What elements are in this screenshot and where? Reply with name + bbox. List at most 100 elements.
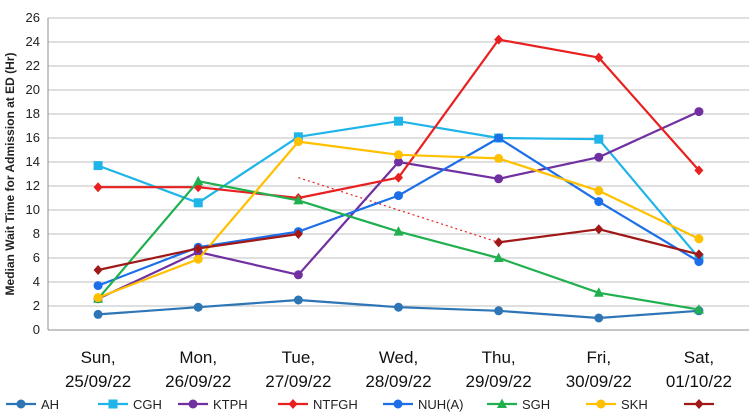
data-point [394,157,403,167]
legend-marker [16,399,26,409]
y-tick-label: 26 [26,10,40,25]
y-tick-label: 14 [26,154,40,169]
legend-marker [393,399,403,409]
legend: AH CGH KTPH NTFGH NUH(A) SGH SKH [6,397,714,412]
annotations [298,177,499,243]
data-point [293,132,303,142]
x-axis-ticks: Sun, 25/09/22 Mon, 26/09/22 Tue, 27/09/22 Wed,… [65,348,732,391]
y-tick-label: 16 [26,130,40,145]
data-point [394,302,403,312]
legend-label: AH [41,397,59,412]
x-tick-label: Tue, [282,348,315,367]
series-line [97,120,700,259]
data-point [694,249,704,260]
data-point [93,309,103,319]
y-tick-label: 8 [33,226,40,241]
data-point [293,194,304,205]
data-point [494,306,504,316]
y-axis-label: Median Wait Time for Admission at ED (Hr… [3,53,17,296]
series-line [97,110,700,300]
legend-label: CGH [133,397,162,412]
y-tick-label: 12 [26,178,40,193]
y-tick-label: 4 [33,274,40,289]
data-point [494,237,504,248]
legend-item: KTPH [178,397,248,412]
series-ktph [93,107,704,304]
series-cgh [93,116,704,263]
data-point [693,304,704,314]
series-skh [93,137,704,303]
data-point [394,172,403,183]
legend-item: CGH [98,397,162,412]
data-point [493,252,504,262]
y-tick-label: 22 [26,58,40,73]
y-tick-label: 6 [33,250,40,265]
legend-marker [288,399,298,409]
legend-label: NUH(A) [418,397,464,412]
data-point [594,197,604,207]
data-point [694,107,704,117]
series-line [97,180,700,311]
data-point [494,34,504,45]
x-tick-label: Sun, [81,348,116,367]
data-point [93,265,103,275]
data-point [494,153,504,163]
legend-item [684,399,714,409]
y-tick-label: 2 [33,298,40,313]
x-tick-label: Fri, [587,348,612,367]
legend-label: SKH [621,397,648,412]
data-point [193,254,203,264]
data-point [393,226,404,236]
data-point [93,161,103,171]
legend-item: AH [6,397,59,412]
data-point [594,134,604,144]
data-point [93,293,103,303]
data-point [293,229,303,239]
y-tick-label: 0 [33,322,40,337]
legend-label: NTFGH [313,397,358,412]
x-tick-label: 27/09/22 [265,372,331,391]
data-point [594,152,604,162]
legend-marker [188,399,198,409]
legend-marker [694,399,704,409]
legend-item: NTFGH [278,397,358,412]
data-point [594,224,604,235]
series-ntfgh- [93,224,704,275]
data-point [293,137,303,147]
x-tick-label: 01/10/22 [666,372,732,391]
legend-item: SKH [586,397,648,412]
data-point [694,257,704,267]
data-point [494,133,504,143]
x-tick-label: Thu, [482,348,516,367]
legend-label: SGH [522,397,550,412]
data-point [193,175,204,186]
data-point [494,174,504,184]
data-point [594,186,604,196]
legend-marker [108,399,118,409]
x-tick-label: Sat, [684,348,714,367]
legend-marker [596,399,606,409]
data-point [594,313,604,323]
y-tick-label: 24 [26,34,40,49]
trendline-annotation [298,177,499,243]
x-tick-label: 26/09/22 [165,372,231,391]
x-tick-label: 25/09/22 [65,372,131,391]
data-point [694,234,704,244]
data-point [394,116,403,126]
data-point [93,182,103,193]
data-point [193,243,203,254]
y-tick-label: 10 [26,202,40,217]
data-point [593,287,604,297]
data-point [293,295,303,305]
data-point [193,198,203,208]
x-tick-label: 28/09/22 [365,372,431,391]
axes [47,18,749,331]
data-point [594,52,604,63]
data-point [193,302,203,312]
data-point [93,281,103,291]
legend-item: SGH [487,397,550,412]
series-group [93,34,704,323]
data-point [293,270,303,280]
